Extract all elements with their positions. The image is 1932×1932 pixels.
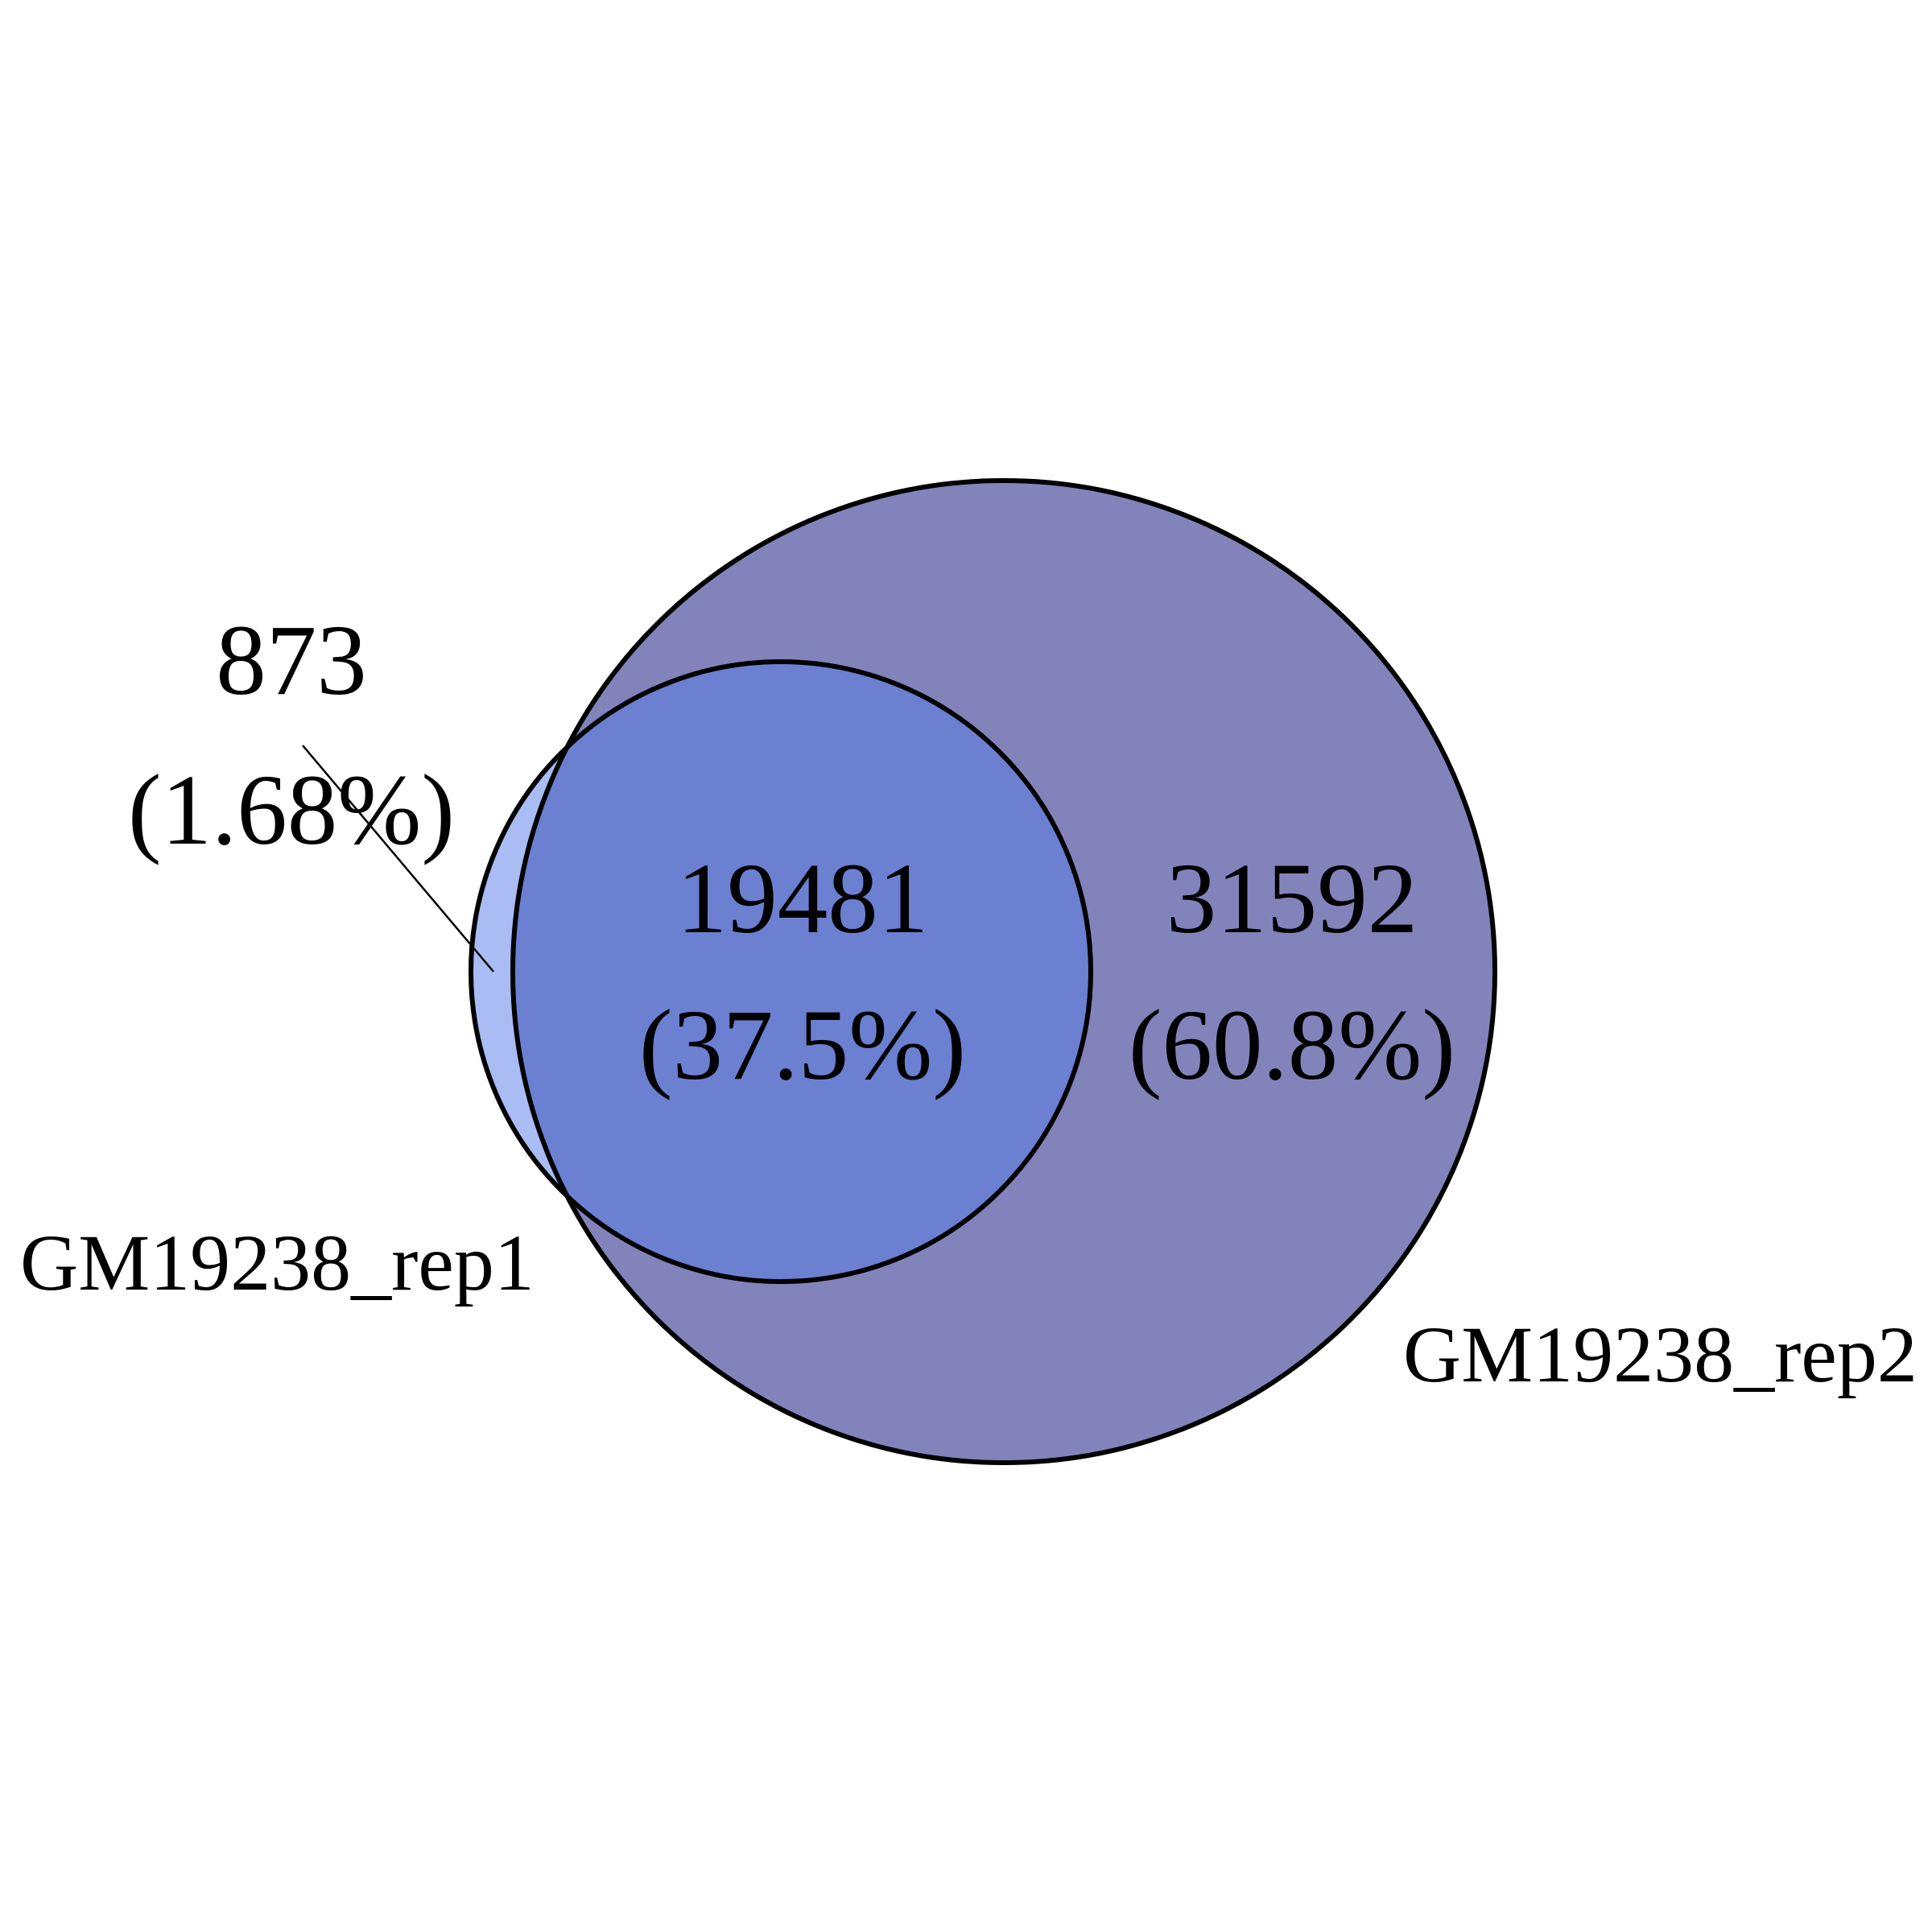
rep2-only-count: 31592 bbox=[1166, 844, 1418, 955]
set-rep2-label: GM19238_rep2 bbox=[1403, 1310, 1918, 1399]
overlap-percent: (37.5%) bbox=[639, 990, 966, 1101]
set-rep2-outline bbox=[510, 478, 1497, 1465]
set-rep1-label: GM19238_rep1 bbox=[20, 1218, 535, 1307]
rep1-only-percent: (1.68%) bbox=[128, 755, 455, 866]
rep1-only-count: 873 bbox=[216, 605, 367, 716]
overlap-region bbox=[513, 662, 1091, 1282]
set-rep1-outline bbox=[469, 659, 1093, 1284]
rep1-only-leader-line bbox=[302, 745, 494, 972]
rep2-only-percent: (60.8%) bbox=[1129, 990, 1455, 1101]
overlap-count: 19481 bbox=[677, 844, 929, 955]
